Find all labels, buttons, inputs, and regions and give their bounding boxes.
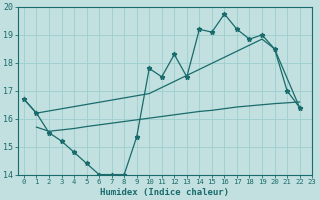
X-axis label: Humidex (Indice chaleur): Humidex (Indice chaleur) [100, 188, 229, 197]
